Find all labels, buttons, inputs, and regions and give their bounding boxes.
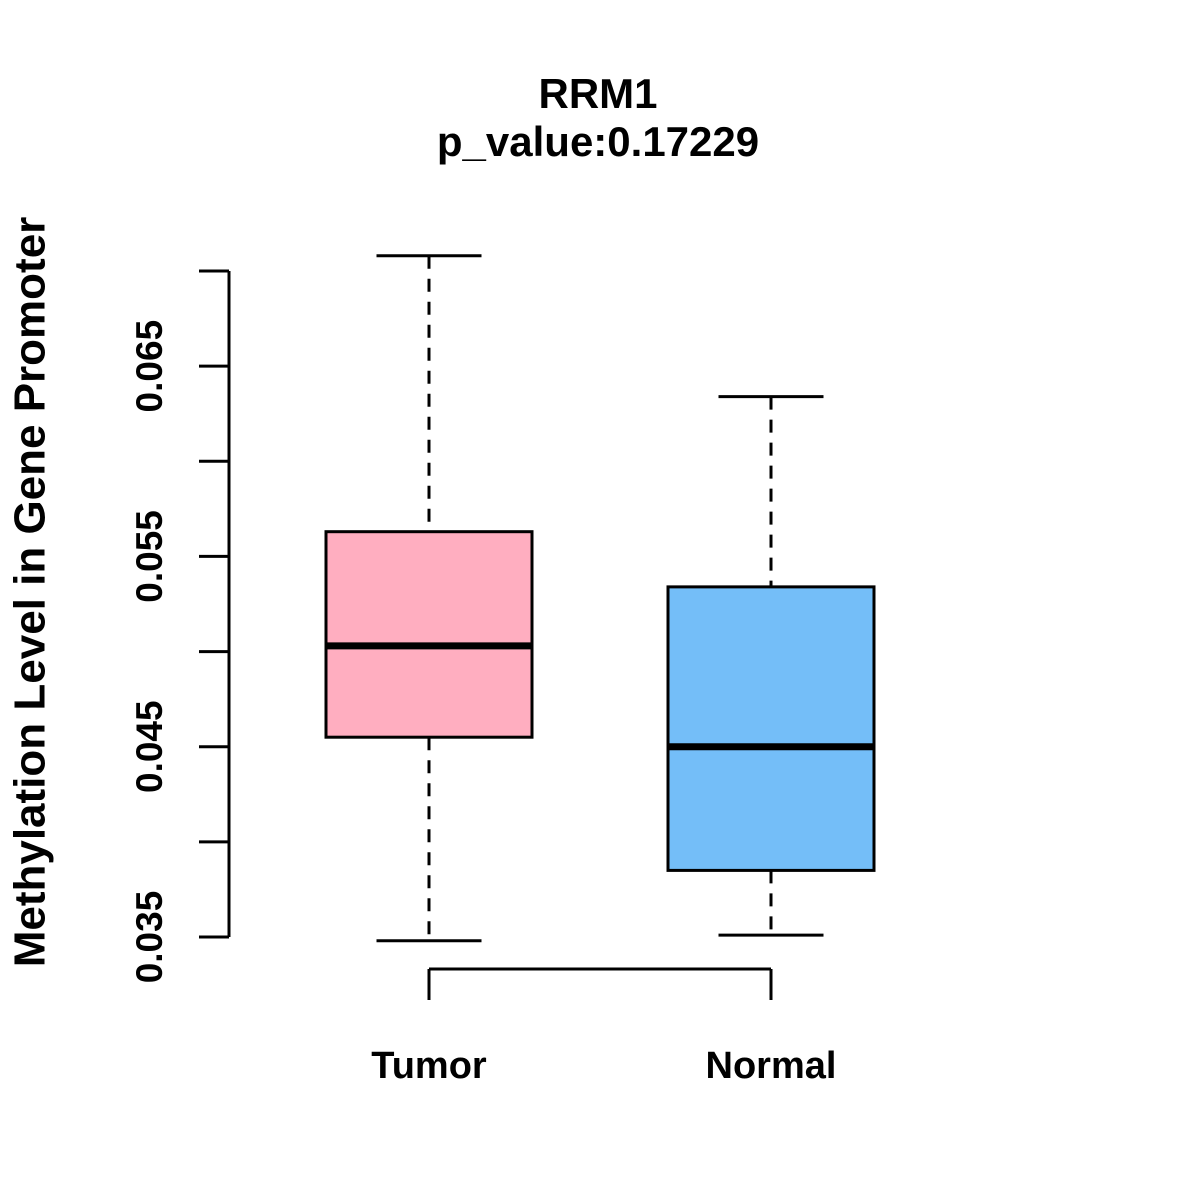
x-axis-labels: Tumor Normal	[371, 1045, 836, 1087]
box-normal	[666, 585, 876, 872]
y-tick-label: 0.055	[129, 510, 170, 603]
box-tumor	[324, 530, 534, 739]
boxes-layer	[324, 254, 876, 943]
y-tick-label: 0.045	[129, 700, 170, 793]
x-group-label-normal: Normal	[706, 1045, 837, 1087]
chart-subtitle-pvalue: p_value:0.17229	[437, 118, 759, 165]
y-axis: 0.035 0.045 0.055 0.065	[129, 269, 231, 984]
x-group-label-tumor: Tumor	[371, 1045, 487, 1087]
y-tick-label: 0.035	[129, 891, 170, 984]
y-tick-label: 0.065	[129, 320, 170, 413]
x-axis-bracket	[427, 967, 773, 1000]
chart-title: RRM1	[538, 70, 657, 117]
y-axis-label: Methylation Level in Gene Promoter	[6, 217, 55, 968]
